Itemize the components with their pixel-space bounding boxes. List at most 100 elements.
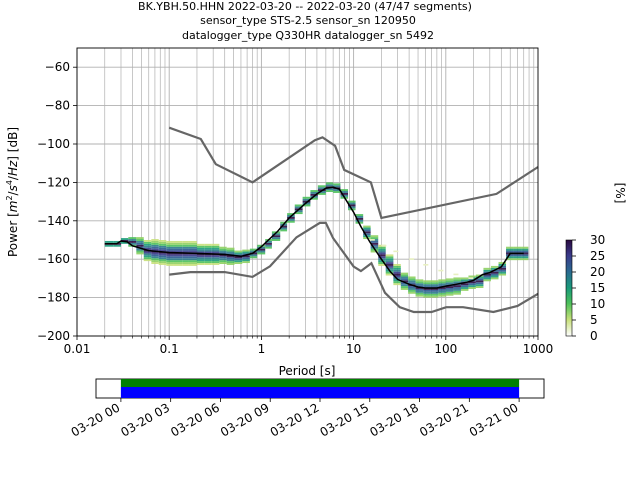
histogram-cell bbox=[226, 263, 235, 265]
histogram-cell bbox=[166, 264, 174, 266]
histogram-cell bbox=[143, 253, 152, 256]
histogram-cell bbox=[211, 249, 220, 252]
coverage-tick-label: 03-20 15 bbox=[318, 400, 372, 439]
histogram-cell bbox=[219, 258, 227, 261]
histogram-cell bbox=[234, 256, 243, 259]
histogram-cell bbox=[219, 262, 227, 264]
coverage-tick-label: 03-20 09 bbox=[218, 400, 272, 439]
colorbar-ticks: 0 5 10 15 20 25 30 bbox=[572, 233, 605, 343]
histogram-cell bbox=[128, 240, 137, 243]
histogram-cell bbox=[196, 261, 205, 264]
histogram-cell bbox=[381, 244, 387, 247]
histogram-cell bbox=[182, 254, 189, 257]
histogram-cell bbox=[423, 280, 431, 283]
histogram-cell bbox=[151, 260, 159, 263]
histogram-cell bbox=[196, 249, 205, 252]
histogram-cell bbox=[355, 214, 364, 216]
histogram-cell bbox=[408, 278, 416, 281]
histogram-cell bbox=[242, 259, 250, 262]
histogram-cell bbox=[113, 240, 121, 243]
histogram-cell bbox=[219, 248, 227, 251]
histogram-cell bbox=[188, 264, 197, 266]
histogram-cell bbox=[475, 284, 484, 287]
histogram-cell bbox=[173, 256, 183, 259]
histogram-cell bbox=[280, 225, 288, 228]
histogram-cell bbox=[136, 250, 144, 253]
histogram-cell bbox=[385, 273, 394, 276]
histogram-cell bbox=[363, 227, 371, 230]
histogram-cell bbox=[302, 204, 311, 207]
histogram-cell bbox=[211, 257, 220, 260]
histogram-cell bbox=[128, 242, 137, 245]
histogram-cell bbox=[211, 255, 220, 258]
histogram-cell bbox=[234, 250, 243, 253]
histogram-cell bbox=[498, 271, 507, 274]
histogram-cell bbox=[271, 235, 281, 238]
histogram-cell bbox=[166, 244, 174, 247]
histogram-cell bbox=[393, 250, 399, 253]
histogram-cell bbox=[143, 251, 152, 254]
histogram-cell bbox=[151, 258, 159, 261]
mean-line bbox=[104, 186, 524, 289]
colorbar-tick-label: 15 bbox=[590, 281, 605, 295]
histogram-cell bbox=[438, 290, 446, 293]
histogram-cell bbox=[204, 263, 212, 265]
nhnm-line bbox=[168, 126, 539, 220]
histogram-cell bbox=[340, 191, 349, 193]
histogram-cell bbox=[219, 252, 227, 255]
histogram-cell bbox=[490, 277, 499, 280]
histogram-cell bbox=[490, 267, 499, 270]
histogram-cell bbox=[188, 244, 197, 247]
histogram-cell bbox=[438, 288, 446, 291]
histogram-cell bbox=[475, 278, 484, 281]
histogram-cell bbox=[249, 248, 258, 251]
histogram-cell bbox=[151, 246, 159, 249]
histogram-cell bbox=[423, 264, 429, 266]
y-tick-label: −160 bbox=[37, 252, 70, 266]
histogram-cell bbox=[219, 250, 227, 253]
nlnm-line bbox=[169, 221, 539, 314]
histogram-cell bbox=[196, 245, 205, 248]
y-tick-label: −100 bbox=[37, 137, 70, 151]
histogram-cell bbox=[415, 288, 424, 291]
histogram-cell bbox=[521, 252, 529, 255]
histogram-cell bbox=[287, 213, 295, 216]
histogram-cell bbox=[265, 246, 272, 249]
histogram-cell bbox=[242, 249, 250, 252]
histogram-cell bbox=[226, 251, 235, 254]
histogram-cell bbox=[340, 189, 349, 192]
histogram-cell bbox=[460, 283, 469, 286]
histogram-cell bbox=[219, 246, 227, 249]
x-tick-label: 100 bbox=[434, 342, 457, 356]
histogram-cell bbox=[158, 255, 167, 258]
histogram-cell bbox=[430, 288, 439, 290]
histogram-cell bbox=[166, 250, 174, 253]
histogram-cell bbox=[393, 264, 401, 266]
histogram-cell bbox=[249, 256, 258, 259]
histogram-cell bbox=[460, 277, 469, 280]
histogram-cell bbox=[468, 275, 476, 278]
histogram-cell bbox=[317, 191, 326, 193]
histogram-cell bbox=[143, 257, 152, 260]
histogram-cell bbox=[204, 257, 212, 260]
histogram-cell bbox=[385, 256, 394, 259]
histogram-cell bbox=[265, 244, 272, 247]
noise-models bbox=[168, 126, 539, 314]
histogram-cell bbox=[226, 255, 235, 258]
histogram-cell bbox=[475, 274, 484, 277]
histogram-cell bbox=[271, 237, 281, 240]
histogram-cell bbox=[136, 240, 144, 243]
histogram-cell bbox=[393, 267, 401, 270]
x-tick-label: 10 bbox=[346, 342, 361, 356]
histogram-cell bbox=[242, 251, 250, 254]
histogram-cell bbox=[409, 258, 415, 260]
histogram-cell bbox=[498, 269, 507, 272]
histogram-cell bbox=[475, 282, 484, 285]
histogram-cell bbox=[265, 240, 272, 243]
histogram-cell bbox=[128, 239, 137, 241]
histogram-cell bbox=[166, 248, 174, 251]
histogram-cell bbox=[325, 182, 334, 185]
histogram-cell bbox=[234, 258, 243, 261]
histogram-cell bbox=[104, 240, 114, 243]
